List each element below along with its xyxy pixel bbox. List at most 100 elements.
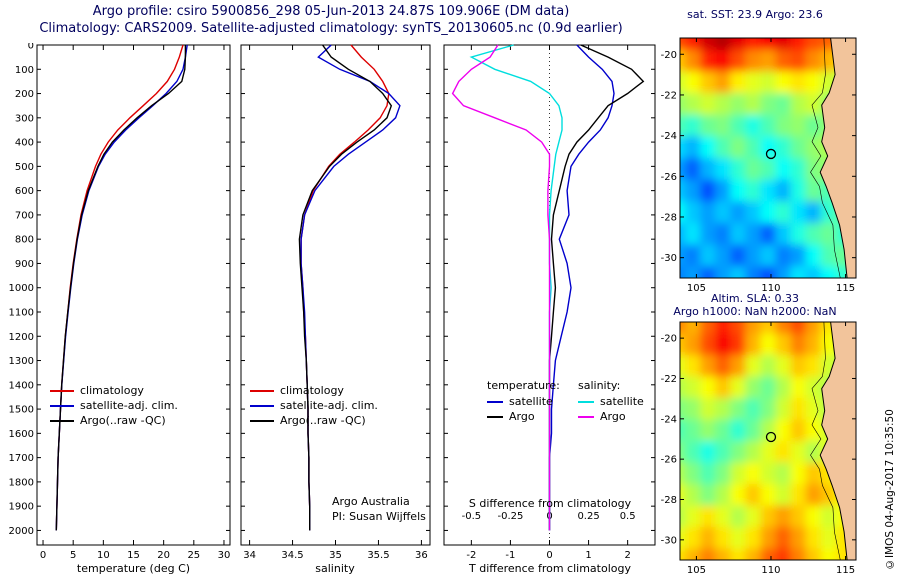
svg-text:0: 0 [40, 550, 46, 561]
legend-label-t-argo: Argo [509, 410, 535, 423]
svg-text:1800: 1800 [9, 477, 34, 488]
svg-text:-0.5: -0.5 [462, 511, 482, 522]
s-argo-line-swatch [578, 415, 594, 418]
svg-text:900: 900 [15, 259, 34, 270]
climatology-line-swatch [250, 389, 274, 392]
svg-text:-20: -20 [661, 334, 677, 345]
legend-label-satellite-clim: satellite-adj. clim. [280, 399, 378, 412]
svg-text:-22: -22 [661, 374, 677, 385]
svg-text:-24: -24 [661, 414, 677, 425]
svg-text:1300: 1300 [9, 356, 34, 367]
svg-text:35: 35 [329, 550, 342, 561]
svg-text:2000: 2000 [9, 526, 34, 537]
legend-item-t-satellite: satellite [487, 394, 560, 409]
legend-item-climatology: climatology [50, 383, 178, 398]
svg-text:-0.25: -0.25 [497, 511, 523, 522]
legend-label-satellite-clim: satellite-adj. clim. [80, 399, 178, 412]
svg-text:10: 10 [97, 550, 110, 561]
imos-credit: ©IMOS 04-Aug-2017 10:35:50 [884, 409, 896, 570]
legend-label-argo: Argo(..raw -QC) [80, 414, 166, 427]
legend-label-t-satellite: satellite [509, 395, 553, 408]
diff-legend-salinity-header: salinity: [578, 379, 621, 392]
svg-text:400: 400 [15, 138, 34, 149]
svg-text:1700: 1700 [9, 453, 34, 464]
svg-text:1400: 1400 [9, 380, 34, 391]
s-satellite-line-swatch [578, 400, 594, 403]
temperature-axis-label: temperature (deg C) [76, 562, 191, 575]
legend-item-t-argo: Argo [487, 409, 560, 424]
svg-text:0: 0 [28, 43, 34, 52]
temp-panel-legend: climatology satellite-adj. clim. Argo(..… [50, 383, 178, 428]
svg-text:-2: -2 [466, 550, 476, 561]
svg-text:25: 25 [187, 550, 200, 561]
svg-text:-26: -26 [661, 455, 677, 466]
diff-legend-temperature: temperature: satellite Argo [487, 379, 560, 424]
svg-text:500: 500 [15, 162, 34, 173]
figure-title: Argo profile: csiro 5900856_298 05-Jun-2… [92, 4, 570, 19]
svg-text:1000: 1000 [9, 283, 34, 294]
argo-line-swatch [250, 419, 274, 422]
difference-profile-panel: -2 -1 0 1 2 -0.5 -0.25 0 0.25 0.5 [443, 43, 661, 563]
diff-legend-temperature-header: temperature: [487, 379, 560, 392]
legend-label-climatology: climatology [280, 384, 344, 397]
svg-text:1900: 1900 [9, 502, 34, 513]
legend-item-s-satellite: satellite [578, 394, 644, 409]
legend-label-climatology: climatology [80, 384, 144, 397]
svg-text:300: 300 [15, 113, 34, 124]
svg-text:115: 115 [836, 565, 855, 576]
pi-line: PI: Susan Wijffels [332, 510, 426, 523]
svg-text:-28: -28 [661, 212, 677, 223]
legend-item-satellite-clim: satellite-adj. clim. [250, 398, 378, 413]
svg-text:0: 0 [546, 550, 552, 561]
temperature-profile-panel: 0 5 10 15 20 25 30 0 100 200 300 400 500 600 700 800 900… [8, 43, 234, 563]
t-argo-line-swatch [487, 415, 503, 418]
argo-australia-line: Argo Australia [332, 495, 410, 508]
sst-map: 105 110 115 -20 -22 -24 -26 -28 -30 [650, 36, 858, 296]
svg-text:105: 105 [687, 283, 706, 294]
svg-text:20: 20 [157, 550, 170, 561]
svg-text:5: 5 [70, 550, 76, 561]
salinity-axis-label: salinity [315, 562, 355, 575]
svg-text:110: 110 [761, 565, 780, 576]
legend-item-argo: Argo(..raw -QC) [50, 413, 178, 428]
svg-text:115: 115 [836, 283, 855, 294]
sla-caption: Altim. SLA: 0.33 [710, 292, 800, 305]
legend-label-s-argo: Argo [600, 410, 626, 423]
svg-text:200: 200 [15, 89, 34, 100]
argo-line-swatch [50, 419, 74, 422]
svg-text:-30: -30 [661, 253, 677, 264]
svg-text:-20: -20 [661, 50, 677, 61]
argo-heights-caption: Argo h1000: NaN h2000: NaN [673, 305, 837, 318]
svg-text:1100: 1100 [9, 307, 34, 318]
t-satellite-line-swatch [487, 400, 503, 403]
svg-text:-26: -26 [661, 172, 677, 183]
svg-text:34: 34 [243, 550, 256, 561]
satellite-clim-line-swatch [50, 404, 74, 407]
svg-text:1: 1 [585, 550, 591, 561]
svg-text:35.5: 35.5 [367, 550, 389, 561]
svg-text:15: 15 [127, 550, 140, 561]
s-difference-label: S difference from climatology [468, 497, 632, 510]
svg-text:1200: 1200 [9, 332, 34, 343]
svg-text:700: 700 [15, 210, 34, 221]
legend-item-argo: Argo(..raw -QC) [250, 413, 378, 428]
sal-panel-legend: climatology satellite-adj. clim. Argo(..… [250, 383, 378, 428]
svg-text:36: 36 [415, 550, 428, 561]
svg-text:-30: -30 [661, 535, 677, 546]
argo-australia-note: Argo Australia PI: Susan Wijffels [332, 494, 426, 524]
svg-text:0.25: 0.25 [577, 511, 599, 522]
svg-text:1600: 1600 [9, 429, 34, 440]
climatology-line-swatch [50, 389, 74, 392]
svg-text:0.5: 0.5 [620, 511, 636, 522]
salinity-profile-panel: 34 34.5 35 35.5 36 [240, 43, 436, 563]
legend-item-climatology: climatology [250, 383, 378, 398]
svg-text:800: 800 [15, 235, 34, 246]
svg-text:110: 110 [761, 283, 780, 294]
svg-text:34.5: 34.5 [281, 550, 303, 561]
figure-subtitle: Climatology: CARS2009. Satellite-adjuste… [39, 21, 623, 36]
sst-caption: sat. SST: 23.9 Argo: 23.6 [687, 8, 823, 21]
t-difference-axis-label: T difference from climatology [469, 562, 631, 575]
svg-text:-1: -1 [505, 550, 515, 561]
svg-text:105: 105 [687, 565, 706, 576]
